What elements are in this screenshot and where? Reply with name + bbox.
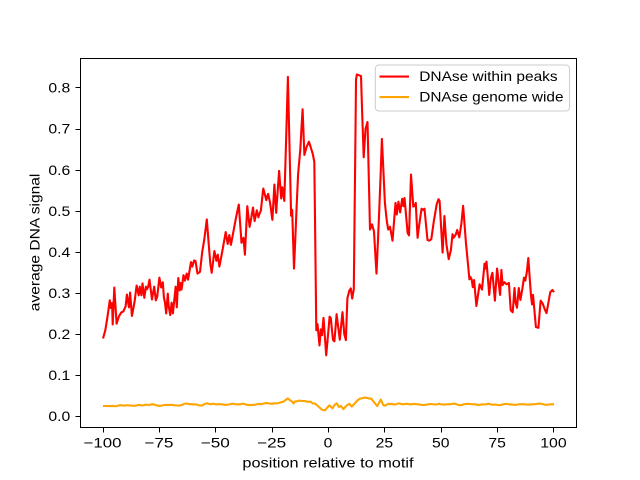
- svg-text:0.7: 0.7: [48, 121, 70, 137]
- svg-text:−50: −50: [201, 435, 230, 451]
- svg-text:−100: −100: [84, 435, 122, 451]
- svg-text:0.3: 0.3: [48, 285, 70, 301]
- svg-text:0.8: 0.8: [48, 80, 70, 96]
- svg-text:25: 25: [376, 435, 394, 451]
- svg-text:DNAse genome wide: DNAse genome wide: [419, 89, 563, 105]
- svg-text:100: 100: [540, 435, 567, 451]
- svg-text:DNAse within peaks: DNAse within peaks: [419, 68, 557, 84]
- svg-text:0.5: 0.5: [48, 203, 70, 219]
- svg-text:50: 50: [432, 435, 450, 451]
- svg-text:position relative to motif: position relative to motif: [242, 454, 413, 470]
- svg-text:0.4: 0.4: [48, 244, 70, 260]
- svg-text:0.2: 0.2: [48, 326, 70, 342]
- svg-text:0.0: 0.0: [48, 408, 70, 424]
- svg-text:75: 75: [488, 435, 506, 451]
- svg-text:−75: −75: [144, 435, 173, 451]
- svg-text:0.6: 0.6: [48, 162, 70, 178]
- svg-text:average DNA signal: average DNA signal: [27, 174, 43, 312]
- svg-text:0: 0: [324, 435, 333, 451]
- svg-text:−25: −25: [257, 435, 286, 451]
- svg-text:0.1: 0.1: [48, 367, 70, 383]
